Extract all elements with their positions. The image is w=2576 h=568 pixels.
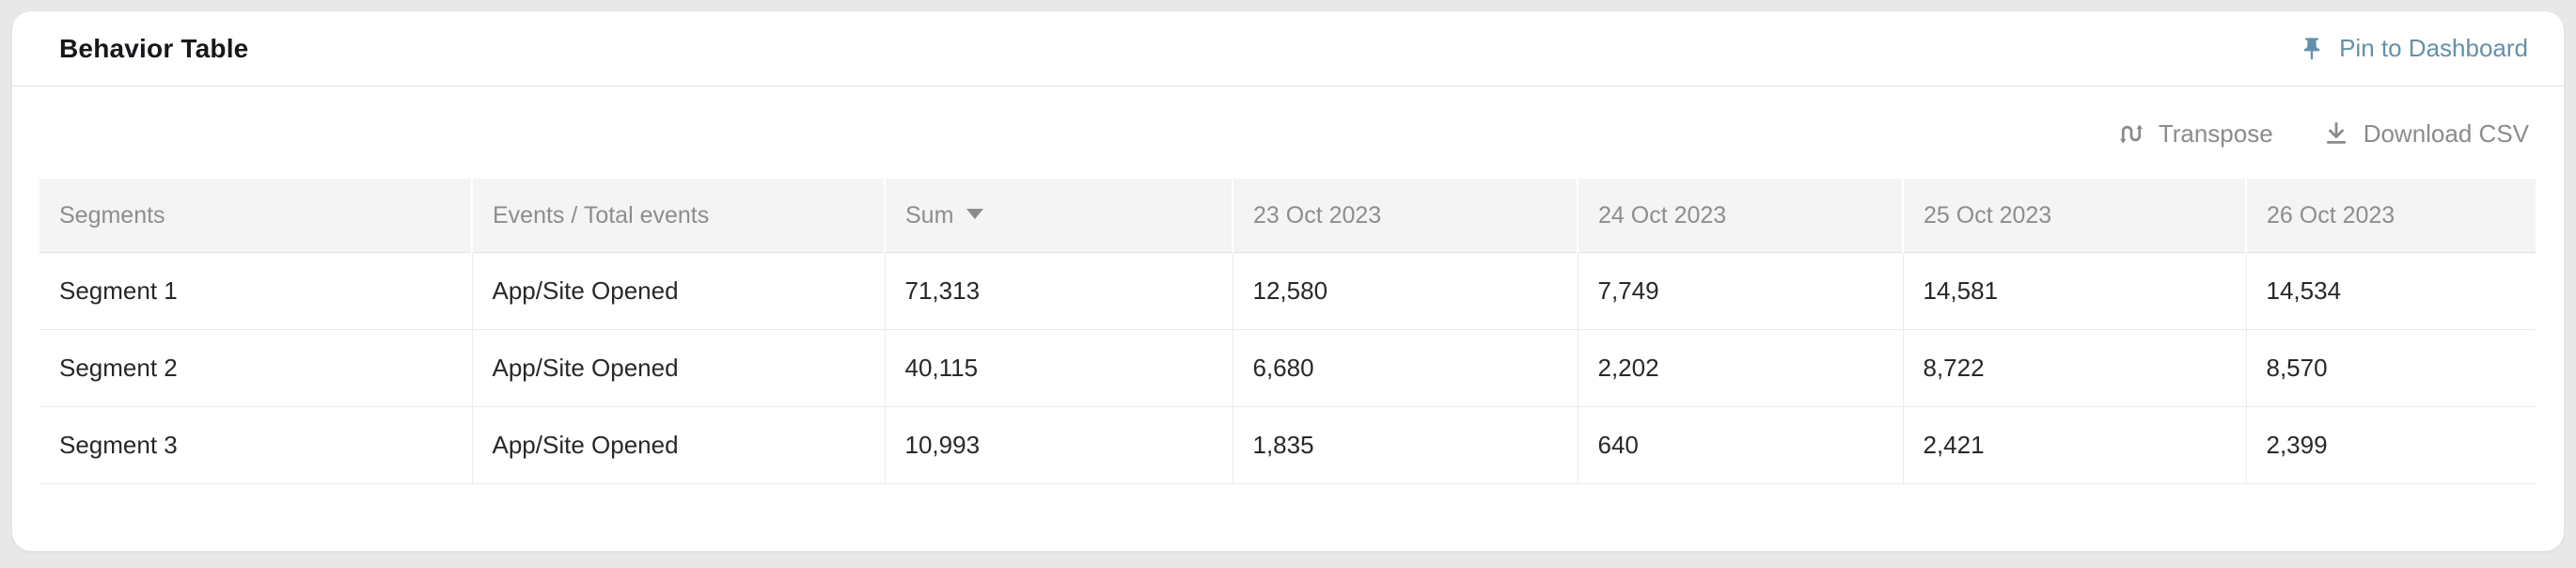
column-header-24-oct-2023: 24 Oct 2023 (1577, 179, 1903, 253)
pin-to-dashboard-label: Pin to Dashboard (2339, 34, 2528, 62)
transpose-label: Transpose (2158, 118, 2273, 148)
page-title: Behavior Table (59, 33, 249, 63)
column-header-label: Events / Total events (493, 201, 710, 229)
table-cell: 1,835 (1232, 406, 1578, 484)
table-cell: 14,581 (1902, 252, 2246, 330)
card-body: Transpose Download CSV Segments Eve (12, 87, 2564, 484)
download-icon (2322, 119, 2350, 148)
table-cell: 14,534 (2245, 252, 2536, 330)
table-cell: 2,202 (1577, 329, 1903, 407)
download-csv-button[interactable]: Download CSV (2322, 119, 2529, 149)
card-header: Behavior Table Pin to Dashboard (12, 11, 2564, 87)
column-header-sum[interactable]: Sum (884, 179, 1233, 253)
table-cell: 2,399 (2245, 406, 2536, 484)
column-header-25-oct-2023: 25 Oct 2023 (1902, 179, 2246, 253)
table-row-segment-3: Segment 3 App/Site Opened 10,993 1,835 640 2,… (39, 406, 2536, 484)
table-cell: 71,313 (884, 252, 1233, 330)
table-cell: 10,993 (884, 406, 1233, 484)
column-header-label: 23 Oct 2023 (1253, 201, 1382, 229)
behavior-table: Segments Events / Total events Sum 23 Oct 2… (39, 179, 2536, 484)
pin-to-dashboard-button[interactable]: Pin to Dashboard (2299, 34, 2528, 63)
segment-name-cell: Segment 3 (39, 406, 472, 484)
download-csv-label: Download CSV (2363, 118, 2529, 148)
column-header-segments: Segments (39, 179, 472, 253)
table-row-segment-2: Segment 2 App/Site Opened 40,115 6,680 2,202… (39, 329, 2536, 407)
pin-icon (2299, 36, 2325, 62)
table-cell: 640 (1577, 406, 1903, 484)
table-body: Segment 1 App/Site Opened 71,313 12,580 7,74… (39, 252, 2536, 484)
table-cell: 8,722 (1902, 329, 2246, 407)
sort-dropdown-caret-icon[interactable] (966, 208, 984, 219)
column-header-label: 26 Oct 2023 (2267, 201, 2395, 229)
behavior-table-card: Behavior Table Pin to Dashboard Tr (12, 11, 2564, 551)
segment-name-cell: Segment 2 (39, 329, 472, 407)
table-cell: App/Site Opened (471, 406, 885, 484)
column-header-23-oct-2023: 23 Oct 2023 (1232, 179, 1578, 253)
column-header-26-oct-2023: 26 Oct 2023 (2245, 179, 2536, 253)
column-header-events-total-events: Events / Total events (471, 179, 885, 253)
column-header-label: Sum (905, 201, 954, 229)
column-header-label: Segments (59, 201, 165, 229)
table-toolbar: Transpose Download CSV (39, 115, 2529, 152)
table-cell: 6,680 (1232, 329, 1578, 407)
table-cell: 40,115 (884, 329, 1233, 407)
column-header-label: 25 Oct 2023 (1924, 201, 2052, 229)
table-cell: App/Site Opened (471, 252, 885, 330)
table-cell: App/Site Opened (471, 329, 885, 407)
table-row-segment-1: Segment 1 App/Site Opened 71,313 12,580 7,74… (39, 252, 2536, 330)
table-cell: 2,421 (1902, 406, 2246, 484)
table-cell: 12,580 (1232, 252, 1578, 330)
transpose-button[interactable]: Transpose (2117, 119, 2273, 149)
header-row: Segments Events / Total events Sum 23 Oct 2… (39, 179, 2536, 253)
segment-name-cell: Segment 1 (39, 252, 472, 330)
transpose-icon (2117, 119, 2145, 148)
table-cell: 7,749 (1577, 252, 1903, 330)
column-header-label: 24 Oct 2023 (1598, 201, 1727, 229)
table-cell: 8,570 (2245, 329, 2536, 407)
